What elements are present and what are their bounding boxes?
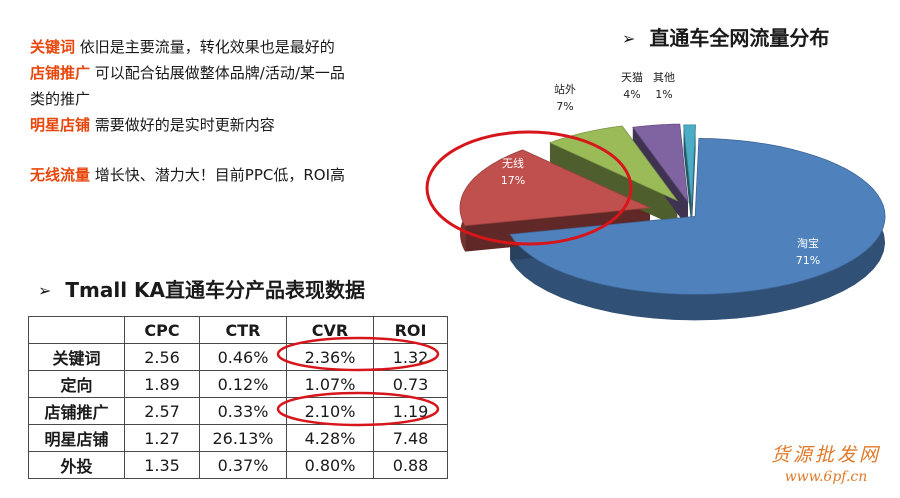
- notes-panel: 关键词 依旧是主要流量，转化效果也是最好的 店铺推广 可以配合钻展做整体品牌/活…: [30, 34, 350, 188]
- table-row-label: 关键词: [28, 343, 125, 371]
- pie-label-name: 淘宝: [797, 236, 819, 250]
- pie-label-name: 无线: [502, 156, 524, 170]
- note-store-promo-text: 可以配合钻展做整体品牌/活动/某一品类的推广: [30, 64, 345, 108]
- pie-slice-4: [683, 124, 696, 203]
- note-store-promo-label: 店铺推广: [30, 64, 91, 82]
- table-row: 外投 1.35 0.37% 0.80% 0.88: [28, 451, 448, 479]
- note-wireless: 无线流量 增长快、潜力大！目前PPC低，ROI高: [30, 162, 350, 188]
- pie-label-name: 天猫: [621, 71, 643, 84]
- table-cell: 1.89: [124, 370, 200, 398]
- note-store-promo: 店铺推广 可以配合钻展做整体品牌/活动/某一品类的推广: [30, 60, 350, 112]
- pie-label-name: 站外: [554, 82, 576, 96]
- table-cell: 26.13%: [199, 424, 287, 452]
- table-cell: 1.35: [124, 451, 200, 479]
- table-cell: 7.48: [373, 424, 448, 452]
- table-cell: 1.27: [124, 424, 200, 452]
- table-cell: 0.33%: [199, 397, 287, 425]
- pie-label-value: 7%: [556, 100, 573, 113]
- table-cell: 0.46%: [199, 343, 287, 371]
- pie-heading: ➢ 直通车全网流量分布: [622, 22, 829, 51]
- pie-slice-0: [509, 137, 886, 295]
- note-wireless-text: 增长快、潜力大！目前PPC低，ROI高: [94, 166, 346, 184]
- note-keyword-text: 依旧是主要流量，转化效果也是最好的: [79, 38, 335, 56]
- note-star-store: 明星店铺 需要做好的是实时更新内容: [30, 112, 350, 138]
- watermark-url: www.6pf.cn: [784, 469, 868, 485]
- pie-label-value: 4%: [623, 88, 640, 101]
- pie-label-name: 其他: [653, 71, 675, 84]
- note-star-store-text: 需要做好的是实时更新内容: [94, 116, 275, 134]
- note-star-store-label: 明星店铺: [30, 116, 91, 134]
- table-cell: 0.37%: [199, 451, 287, 479]
- bullet-arrow-icon: ➢: [622, 29, 636, 48]
- watermark-title: 货源批发网: [770, 444, 881, 466]
- table-heading-title: Tmall KA直通车分产品表现数据: [65, 278, 366, 302]
- pie-heading-title: 直通车全网流量分布: [649, 26, 830, 50]
- note-wireless-label: 无线流量: [30, 166, 91, 184]
- pie-label-value: 17%: [501, 174, 525, 187]
- table-cell: 0.88: [373, 451, 448, 479]
- pie-slice-3: [632, 123, 689, 204]
- site-watermark: 货源批发网 www.6pf.cn: [756, 440, 896, 485]
- pie-label-value: 1%: [655, 88, 672, 101]
- table-row-label: 外投: [28, 451, 125, 479]
- table-cell: 0.80%: [286, 451, 374, 479]
- table-header-ctr: CTR: [199, 316, 287, 344]
- note-keyword: 关键词 依旧是主要流量，转化效果也是最好的: [30, 34, 350, 60]
- table-heading: ➢ Tmall KA直通车分产品表现数据: [38, 274, 365, 303]
- bullet-arrow-icon: ➢: [38, 281, 52, 300]
- note-keyword-label: 关键词: [30, 38, 76, 56]
- table-header-corner: [28, 316, 125, 344]
- pie-label-value: 71%: [796, 254, 820, 267]
